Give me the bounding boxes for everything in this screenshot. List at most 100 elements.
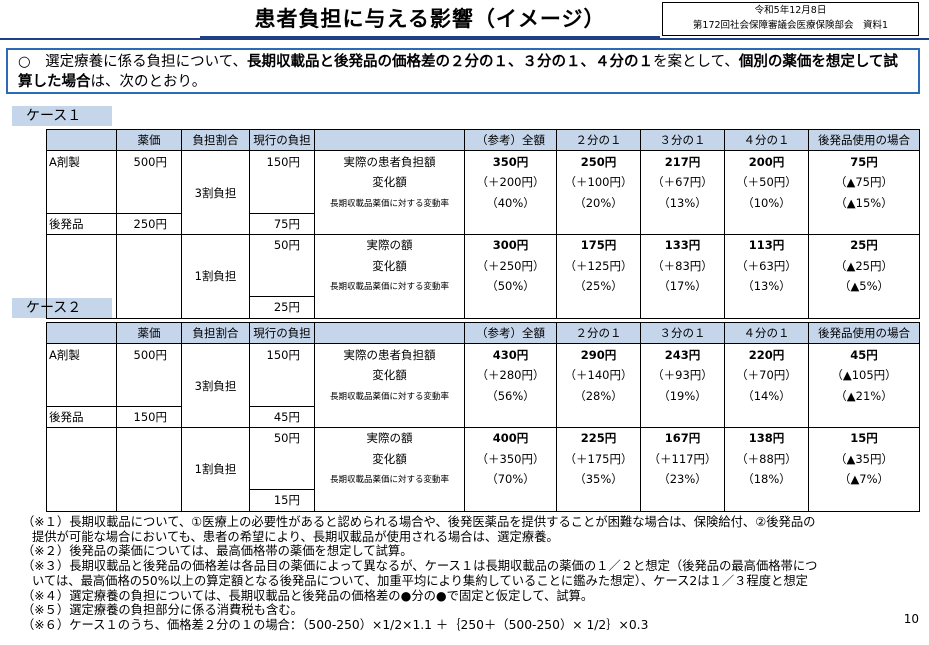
value-cell: （56%） xyxy=(464,385,557,407)
column-header: 負担割合 xyxy=(181,128,250,152)
empty-cell xyxy=(640,296,725,319)
empty-cell xyxy=(116,255,182,276)
row-label: 長期収載品薬価に対する変動率 xyxy=(314,385,465,407)
footnotes: （※１）長期収載品について、①医療上の必要性があると認められる場合や、後発医薬品… xyxy=(22,515,922,633)
meeting-info-box: 令和5年12月8日 第172回社会保障審議会医療保険部会 資料1 xyxy=(662,2,919,36)
column-header: （参考）全額 xyxy=(464,128,557,152)
footnote-3: （※３）長期収載品と後発品の価格差は各品目の薬価によって異なるが、ケース１は長期… xyxy=(22,559,818,574)
column-header: 現行の負担 xyxy=(249,128,315,152)
empty-cell xyxy=(116,364,182,386)
empty-cell xyxy=(116,385,182,407)
empty-cell xyxy=(46,296,117,319)
empty-cell xyxy=(808,406,920,428)
value-cell: （＋280円） xyxy=(464,364,557,386)
column-header: ３分の１ xyxy=(640,128,725,152)
empty-cell xyxy=(46,275,117,297)
case-2-table: 薬価 負担割合 現行の負担 （参考）全額 ２分の１ ３分の１ ４分の１ 後発品使用の場合 A剤製… xyxy=(46,321,920,512)
value-cell: （17%） xyxy=(640,275,725,297)
value-cell: 290円 xyxy=(556,343,641,365)
value-cell: （＋67円） xyxy=(640,171,725,193)
empty-cell xyxy=(46,468,117,490)
footnote-5: （※５）選定療養の負担部分に係る消費税も含む。 xyxy=(22,603,303,618)
row-label: 実際の患者負担額 xyxy=(314,150,465,172)
value-cell: 350円 xyxy=(464,150,557,172)
empty-cell xyxy=(556,489,641,512)
table-row: 変化額 （＋200円） （＋100円） （＋67円） （＋50円） （▲75円） xyxy=(46,171,920,193)
empty-cell xyxy=(314,296,465,319)
empty-cell xyxy=(724,489,809,512)
column-header: ２分の１ xyxy=(556,128,641,152)
column-header: ３分の１ xyxy=(640,321,725,345)
value-cell: （20%） xyxy=(556,192,641,214)
empty-cell xyxy=(314,406,465,428)
row-label: 変化額 xyxy=(314,364,465,386)
value-cell: （▲15%） xyxy=(808,192,920,214)
column-header: 負担割合 xyxy=(181,321,250,345)
value-cell: 200円 xyxy=(724,150,809,172)
empty-cell xyxy=(464,406,557,428)
empty-cell xyxy=(249,468,315,490)
empty-cell xyxy=(640,213,725,235)
empty-cell xyxy=(116,234,182,256)
empty-cell xyxy=(724,296,809,319)
value-cell: （18%） xyxy=(724,468,809,490)
value-cell: （＋350円） xyxy=(464,448,557,469)
value-cell: （▲35円） xyxy=(808,448,920,469)
table-row: 長期収載品薬価に対する変動率 （56%） （28%） （19%） （14%） （▲21%） xyxy=(46,385,920,407)
generic-name: 後発品 xyxy=(46,405,117,428)
empty-cell xyxy=(249,192,315,214)
case-1-table: 薬価 負担割合 現行の負担 （参考）全額 ２分の１ ３分の１ ４分の１ 後発品使用の場合 A剤製… xyxy=(46,128,920,319)
empty-cell xyxy=(249,364,315,386)
column-header: 後発品使用の場合 xyxy=(808,321,920,345)
value-cell: 113円 xyxy=(724,233,809,256)
empty-cell xyxy=(314,489,465,512)
footnote-6: （※６）ケース１のうち、価格差２分の１の場合：（500-250）×1/2×1.1… xyxy=(22,617,649,632)
column-header xyxy=(314,128,465,152)
column-header: 薬価 xyxy=(116,321,182,345)
column-header: 現行の負担 xyxy=(249,321,315,345)
empty-cell xyxy=(46,192,117,214)
current-burden-a: 150円 xyxy=(249,150,315,172)
value-cell: （＋200円） xyxy=(464,171,557,193)
empty-cell xyxy=(249,448,315,469)
empty-cell xyxy=(808,213,920,235)
value-cell: （＋117円） xyxy=(640,448,725,469)
table-row: 変化額 （＋250円） （＋125円） （＋83円） （＋63円） （▲25円） xyxy=(46,255,920,276)
value-cell: 243円 xyxy=(640,343,725,365)
column-header: （参考）全額 xyxy=(464,321,557,345)
case-1-label: ケース１ xyxy=(12,106,112,126)
value-cell: （19%） xyxy=(640,385,725,407)
burden-ratio: 1割負担 xyxy=(181,426,250,512)
value-cell: （▲75円） xyxy=(808,171,920,193)
empty-cell xyxy=(116,489,182,512)
empty-cell xyxy=(46,255,117,276)
value-cell: 175円 xyxy=(556,233,641,256)
value-cell: （25%） xyxy=(556,275,641,297)
table-row: 長期収載品薬価に対する変動率 （40%） （20%） （13%） （10%） （▲15%） xyxy=(46,192,920,214)
value-cell: （▲5%） xyxy=(808,275,920,297)
value-cell: （＋140円） xyxy=(556,364,641,386)
row-label: 長期収載品薬価に対する変動率 xyxy=(314,192,465,214)
value-cell: （＋83円） xyxy=(640,255,725,276)
empty-cell xyxy=(46,234,117,256)
value-cell: （40%） xyxy=(464,192,557,214)
intro-text-1: 選定療養に係る負担について、 xyxy=(30,54,247,70)
value-cell: 133円 xyxy=(640,233,725,256)
empty-cell xyxy=(116,427,182,449)
value-cell: （＋93円） xyxy=(640,364,725,386)
table-row: 変化額 （＋280円） （＋140円） （＋93円） （＋70円） （▲105円） xyxy=(46,364,920,386)
footnote-4: （※４）選定療養の負担については、長期収載品と後発品の価格差の●分の●で固定と仮… xyxy=(22,588,594,603)
value-cell: （35%） xyxy=(556,468,641,490)
empty-cell xyxy=(640,406,725,428)
empty-cell xyxy=(116,275,182,297)
value-cell: 225円 xyxy=(556,426,641,449)
intro-text-2: を案として、 xyxy=(653,54,739,70)
intro-bold-1: 長期収載品と後発品の価格差の２分の１、３分の１、４分の１ xyxy=(247,54,653,70)
drug-name: A剤製 xyxy=(46,343,117,365)
empty-cell xyxy=(249,255,315,276)
burden-ratio: 3割負担 xyxy=(181,343,250,428)
value-cell: （70%） xyxy=(464,468,557,490)
column-header xyxy=(46,128,117,152)
table-row: A剤製 500円 3割負担 150円 実際の患者負担額 350円 250円 217円 200円 7… xyxy=(46,150,920,235)
value-cell: （14%） xyxy=(724,385,809,407)
